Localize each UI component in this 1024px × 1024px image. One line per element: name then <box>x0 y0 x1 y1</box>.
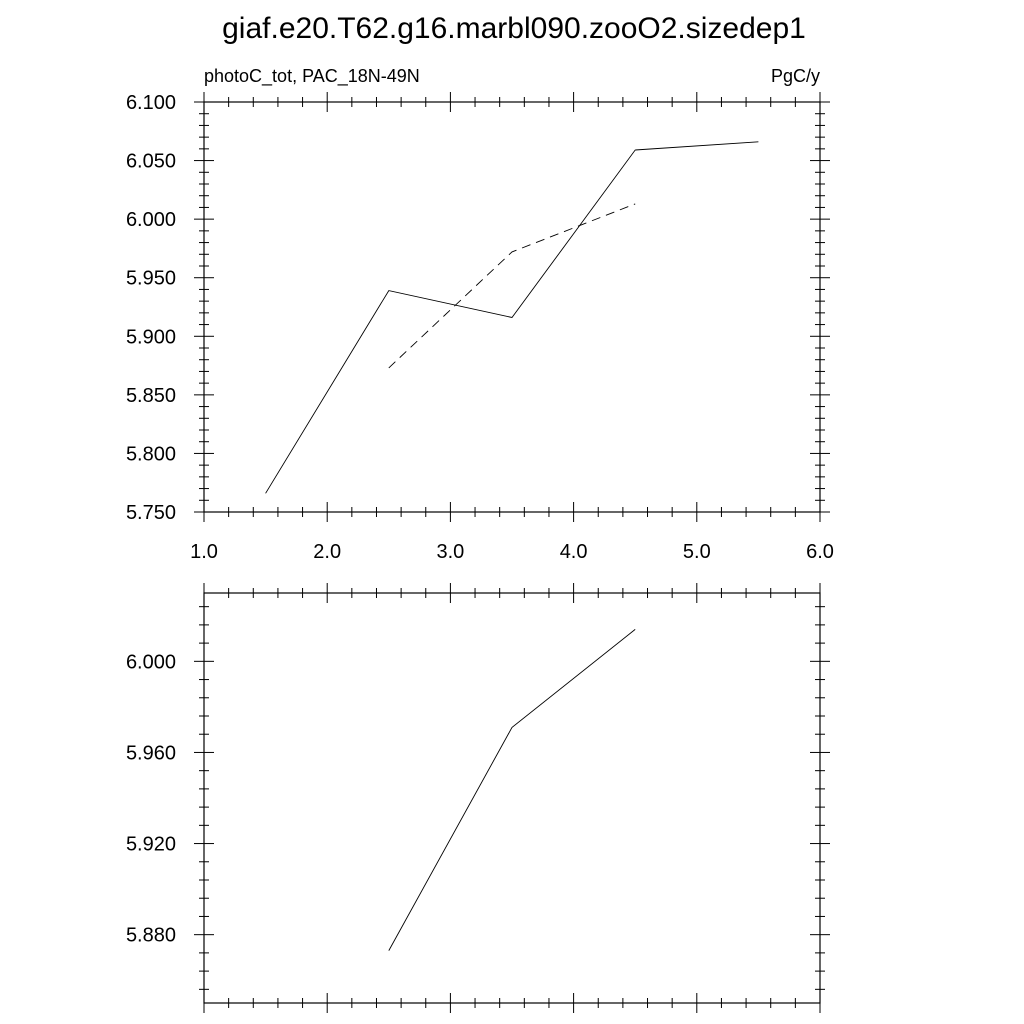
x-tick-label: 4.0 <box>560 541 588 563</box>
x-tick-label: 3.0 <box>436 541 464 563</box>
x-tick-label: 2.0 <box>313 541 341 563</box>
top-panel: photoC_tot, PAC_18N-49N PgC/y 1.0 2.0 3.0 4… <box>126 66 834 563</box>
chart-title: giaf.e20.T62.g16.marbl090.zooO2.sizedep1 <box>222 12 806 45</box>
series-line-solid <box>388 629 636 951</box>
y-tick-label: 5.800 <box>126 443 176 465</box>
plot-frame <box>203 592 821 1004</box>
y-tick-label: 5.900 <box>126 326 176 348</box>
y-tick-label: 6.100 <box>126 92 176 114</box>
x-tick-label: 1.0 <box>190 541 218 563</box>
y-tick-label: 5.920 <box>126 834 176 856</box>
y-tick-label: 6.000 <box>126 651 176 673</box>
y-tick-label: 5.880 <box>126 925 176 947</box>
y-tick-label: 5.950 <box>126 268 176 290</box>
x-tick-label: 5.0 <box>683 541 711 563</box>
top-panel-units-label: PgC/y <box>771 66 820 86</box>
series-line-dashed <box>388 203 636 369</box>
top-panel-left-label: photoC_tot, PAC_18N-49N <box>204 66 420 87</box>
y-tick-label: 5.750 <box>126 502 176 524</box>
y-tick-label: 5.960 <box>126 742 176 764</box>
y-tick-label: 6.050 <box>126 151 176 173</box>
bottom-panel: 5.880 5.920 5.960 6.000 <box>126 583 830 1013</box>
plot-frame <box>203 101 821 513</box>
series-line-solid <box>265 141 759 494</box>
y-tick-label: 5.850 <box>126 385 176 407</box>
x-tick-label: 6.0 <box>806 541 834 563</box>
y-tick-label: 6.000 <box>126 209 176 231</box>
